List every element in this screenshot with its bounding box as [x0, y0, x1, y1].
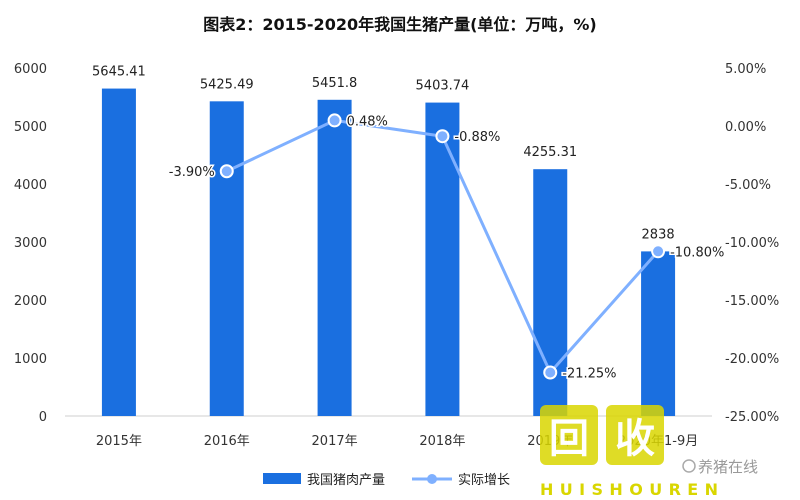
x-tick-label: 2016年 [204, 434, 250, 449]
y-left-tick-label: 4000 [14, 178, 47, 193]
y-left-tick-label: 6000 [14, 62, 47, 77]
legend: 我国猪肉产量 实际增长 [263, 473, 510, 488]
watermark: 回收 HUISHOUREN 养猪在线 [540, 405, 758, 499]
bar [101, 88, 136, 416]
line-value-label: -3.90% [169, 165, 215, 180]
bar-value-label: 5451.8 [312, 76, 358, 91]
line-value-label: -0.88% [454, 130, 500, 145]
bar-series: 5645.41 5425.49 5451.8 5403.74 4255.31 2838 [92, 65, 676, 417]
bar-value-label: 4255.31 [523, 145, 577, 160]
line-point [327, 113, 342, 128]
y-right-tick-label: -5.00% [725, 178, 771, 193]
line-point [651, 244, 666, 259]
y-left-tick-label: 1000 [14, 352, 47, 367]
bar [425, 102, 460, 417]
legend-bar-swatch [263, 473, 301, 484]
watermark-glyph: 回 [549, 416, 589, 462]
bar [641, 251, 676, 416]
y-right-tick-label: -25.00% [725, 410, 779, 425]
bar [209, 101, 244, 416]
line-point [435, 129, 450, 144]
y-right-tick-label: -20.00% [725, 352, 779, 367]
line-point [543, 365, 558, 380]
bar-value-label: 5403.74 [416, 79, 470, 94]
line-series: -3.90% 0.48% -0.88% -21.25% -10.80% [167, 113, 726, 383]
line-value-label: -21.25% [562, 367, 616, 382]
line-value-label: 0.48% [347, 114, 388, 129]
line-point [219, 164, 234, 179]
bar-value-label: 2838 [642, 227, 675, 242]
y-left-tick-label: 0 [39, 410, 47, 425]
x-tick-label: 2017年 [312, 434, 358, 449]
bar [317, 99, 352, 417]
legend-line-label: 实际增长 [458, 473, 510, 488]
watermark-glyph: 收 [615, 416, 655, 462]
watermark-caption: 养猪在线 [698, 458, 758, 476]
y-right-tick-label: -15.00% [725, 294, 779, 309]
legend-line-marker [427, 474, 437, 484]
legend-bar-label: 我国猪肉产量 [307, 473, 385, 488]
watermark-logo-box [540, 405, 598, 465]
y-left-tick-label: 2000 [14, 294, 47, 309]
bar-value-label: 5425.49 [200, 77, 254, 92]
y-left-tick-label: 5000 [14, 120, 47, 135]
watermark-logo-box [606, 405, 664, 465]
bar-value-label: 5645.41 [92, 65, 146, 80]
line-value-label: -10.80% [670, 245, 724, 260]
axes: 0100020003000400050006000-25.00%-20.00%-… [14, 62, 779, 449]
x-tick-label: 2015年 [96, 434, 142, 449]
y-left-tick-label: 3000 [14, 236, 47, 251]
y-right-tick-label: -10.00% [725, 236, 779, 251]
x-tick-label: 2018年 [419, 434, 465, 449]
wechat-icon [682, 459, 696, 473]
y-right-tick-label: 0.00% [725, 120, 766, 135]
watermark-subtext: HUISHOUREN [540, 480, 718, 499]
chart-title: 图表2：2015-2020年我国生猪产量(单位：万吨，%) [203, 15, 597, 34]
y-right-tick-label: 5.00% [725, 62, 766, 77]
